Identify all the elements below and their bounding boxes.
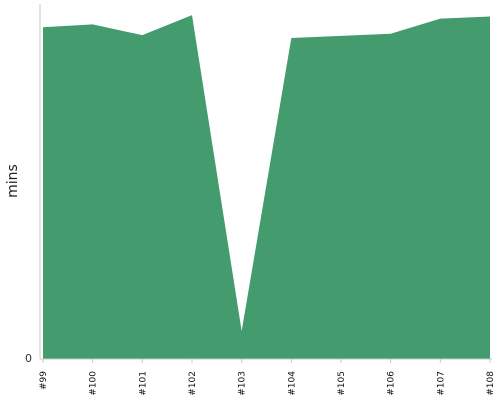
y-tick-label: 0 xyxy=(25,352,32,365)
area-layer xyxy=(42,15,491,360)
x-tick-label: #103 xyxy=(238,371,248,396)
x-tick-label: #99 xyxy=(39,371,49,390)
area-series-1 xyxy=(43,15,490,360)
x-tick-label: #107 xyxy=(436,371,446,396)
x-tick-label: #102 xyxy=(188,371,198,396)
x-ticks: #99 #100 #101 #102 #103 #104 #105 #106 #107 #108 xyxy=(39,359,496,396)
x-tick-label: #104 xyxy=(287,371,297,396)
x-tick-label: #105 xyxy=(337,371,347,396)
x-tick-label: #100 xyxy=(89,371,99,396)
x-tick-label: #108 xyxy=(486,371,496,396)
axes xyxy=(39,4,492,360)
x-tick-label: #101 xyxy=(138,371,148,396)
x-tick-label: #106 xyxy=(387,371,397,396)
y-ticks: 0 xyxy=(25,352,32,365)
y-axis-title: mins xyxy=(5,164,21,198)
